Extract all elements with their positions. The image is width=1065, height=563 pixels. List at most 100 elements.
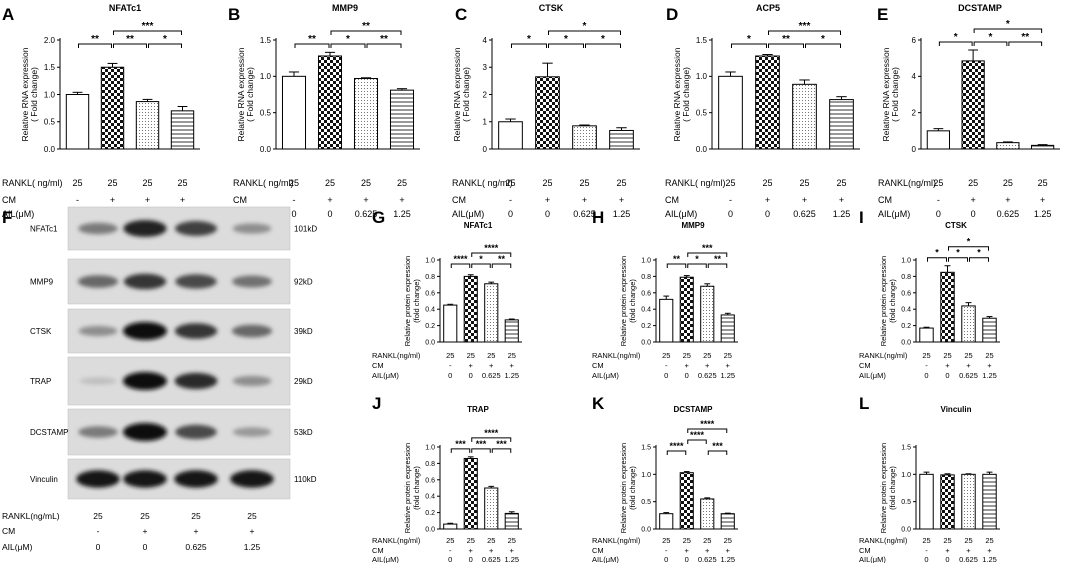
y-axis-label-unit: ( Fold change) — [245, 67, 255, 122]
row-value: 0 — [469, 555, 473, 563]
row-value: 25 — [467, 351, 475, 360]
row-label: CM — [859, 361, 871, 370]
panel-letter: H — [592, 208, 604, 227]
bar — [679, 276, 694, 343]
row-label: RANKL( ng/ml) — [233, 178, 294, 188]
bar — [940, 474, 955, 530]
bar — [498, 121, 523, 150]
row-value: - — [509, 195, 512, 205]
panel-title: MMP9 — [332, 3, 358, 13]
row-value: 25 — [325, 178, 335, 188]
bar — [720, 314, 735, 343]
row-label: RANKL(ng/ml) — [878, 178, 936, 188]
row-value: + — [545, 195, 550, 205]
row-value: + — [802, 195, 807, 205]
blot-size-label: 39kD — [294, 327, 313, 336]
y-axis-label-unit: (fold change) — [888, 279, 897, 323]
row-value: 1.25 — [504, 371, 519, 380]
row-value: 25 — [505, 178, 515, 188]
row-label: CM — [592, 361, 604, 370]
y-tick-label: 0.4 — [425, 494, 435, 501]
row-value: 25 — [487, 536, 495, 545]
y-tick-label: 1.0 — [901, 472, 911, 479]
y-tick-label: 0.2 — [901, 323, 911, 330]
row-value: 25 — [964, 536, 972, 545]
y-tick-label: 0.6 — [425, 290, 435, 297]
significance-label: * — [977, 248, 981, 258]
row-value: 0.625 — [997, 209, 1020, 219]
significance-bracket — [707, 450, 728, 455]
row-value: 25 — [943, 351, 951, 360]
row-value: - — [76, 195, 79, 205]
significance-bracket — [471, 437, 512, 442]
y-tick-label: 0.0 — [641, 339, 651, 346]
bar — [281, 75, 307, 150]
y-tick-label: 2.0 — [44, 36, 56, 45]
significance-label: * — [967, 237, 971, 247]
significance-bracket — [768, 43, 804, 48]
y-tick-label: 4 — [483, 36, 488, 45]
row-value: 25 — [799, 178, 809, 188]
row-value: 0.625 — [573, 209, 596, 219]
row-value: 25 — [1038, 178, 1048, 188]
significance-bracket — [471, 448, 491, 453]
significance-bracket — [491, 448, 512, 453]
significance-label: *** — [712, 441, 723, 451]
row-value: 0 — [685, 555, 689, 563]
blot-protein-label: NFATc1 — [30, 225, 58, 234]
significance-bracket — [148, 43, 182, 48]
row-value: 0.625 — [959, 371, 978, 380]
panel-title: Vinculin — [941, 405, 972, 414]
significance-label: *** — [142, 21, 154, 32]
blot-band — [123, 322, 167, 340]
y-tick-label: 0.8 — [425, 461, 435, 468]
row-value: 0 — [728, 209, 733, 219]
row-label: CM — [452, 195, 466, 205]
y-tick-label: 0 — [912, 145, 917, 154]
y-axis-label-unit: ( Fold change) — [890, 67, 900, 122]
significance-bracket — [687, 263, 707, 268]
y-tick-label: 0.5 — [260, 108, 272, 117]
bar — [504, 319, 519, 343]
bar — [996, 142, 1020, 150]
row-value: 25 — [933, 178, 943, 188]
y-axis-label: Relative protein expression — [403, 256, 412, 346]
row-value: 25 — [177, 178, 187, 188]
row-value: - — [665, 546, 668, 555]
y-tick-label: 0.6 — [425, 477, 435, 484]
row-label: AIL(μM) — [592, 371, 619, 380]
y-tick-label: 0.0 — [641, 526, 651, 533]
row-label: RANKL(ng/ml) — [592, 351, 641, 360]
row-label: CM — [372, 546, 384, 555]
bar — [700, 285, 715, 343]
significance-bracket — [78, 43, 112, 48]
panel-letter: G — [372, 208, 385, 227]
y-axis-label: Relative protein expression — [879, 443, 888, 533]
significance-bracket — [366, 43, 402, 48]
significance-label: *** — [799, 21, 811, 32]
bar — [317, 55, 343, 150]
significance-label: * — [954, 32, 958, 43]
row-value: 1.25 — [504, 555, 519, 563]
significance-bracket — [511, 43, 547, 48]
bar — [100, 66, 125, 150]
row-value: + — [110, 195, 115, 205]
significance-bracket — [450, 448, 471, 453]
panel-title: MMP9 — [681, 221, 705, 230]
row-value: 1.25 — [720, 371, 735, 380]
bar — [679, 472, 694, 530]
significance-bracket — [450, 263, 471, 268]
y-axis-label: Relative protein expression — [879, 256, 888, 346]
bar — [829, 99, 854, 150]
row-value: 25 — [579, 178, 589, 188]
significance-bracket — [948, 246, 989, 251]
y-tick-label: 0.0 — [901, 339, 911, 346]
row-value: + — [180, 195, 185, 205]
blot-band — [123, 220, 167, 237]
row-value: + — [839, 195, 844, 205]
row-value: 0 — [936, 209, 941, 219]
row-value: + — [970, 195, 975, 205]
row-value: + — [143, 526, 148, 536]
row-value: + — [987, 361, 992, 370]
row-label: CM — [372, 361, 384, 370]
